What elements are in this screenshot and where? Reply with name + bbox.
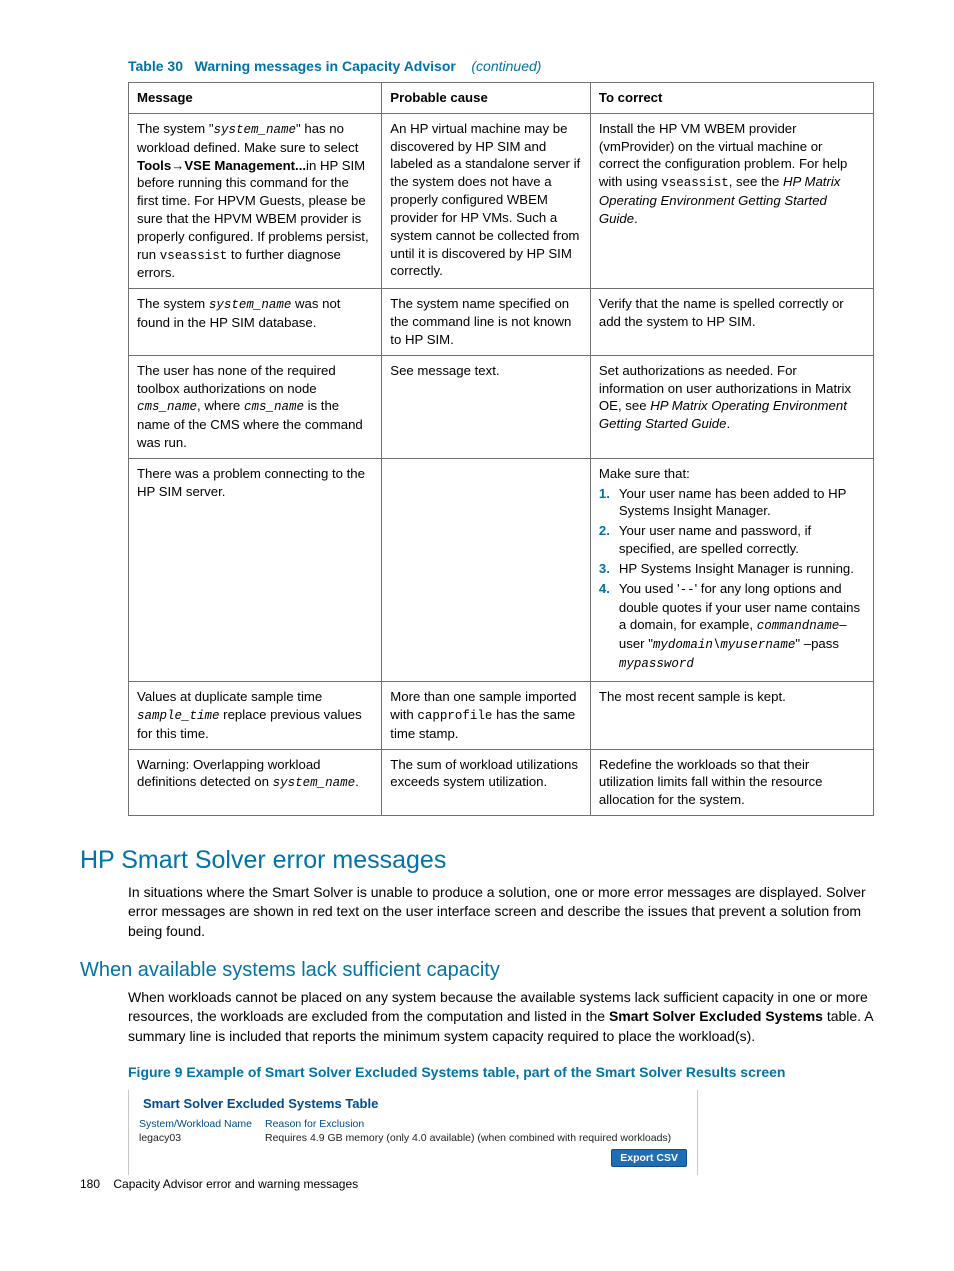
- figure-data-row: legacy03 Requires 4.9 GB memory (only 4.…: [139, 1131, 687, 1145]
- header-correct: To correct: [590, 83, 873, 114]
- table-row: The system "system_name" has no workload…: [129, 113, 874, 288]
- figure-caption: Figure 9 Example of Smart Solver Exclude…: [128, 1064, 874, 1080]
- warning-table: Message Probable cause To correct The sy…: [128, 82, 874, 816]
- cell-message: The system system_name was not found in …: [129, 289, 382, 355]
- cell-cause: The system name specified on the command…: [382, 289, 591, 355]
- cell-cause: The sum of workload utilizations exceeds…: [382, 749, 591, 815]
- cell-cause: More than one sample imported with cappr…: [382, 682, 591, 750]
- cell-cause: [382, 458, 591, 681]
- step-item: Your user name has been added to HP Syst…: [617, 485, 865, 521]
- table-header-row: Message Probable cause To correct: [129, 83, 874, 114]
- section-body: When workloads cannot be placed on any s…: [128, 988, 874, 1046]
- figure-excluded-systems: Smart Solver Excluded Systems Table Syst…: [128, 1090, 698, 1175]
- cell-fix: Verify that the name is spelled correctl…: [590, 289, 873, 355]
- cell-fix: The most recent sample is kept.: [590, 682, 873, 750]
- section-body: In situations where the Smart Solver is …: [128, 883, 874, 941]
- footer-label: Capacity Advisor error and warning messa…: [113, 1177, 358, 1191]
- subsection-heading-capacity: When available systems lack sufficient c…: [80, 959, 874, 982]
- table-row: Values at duplicate sample time sample_t…: [129, 682, 874, 750]
- cell-fix: Redefine the workloads so that their uti…: [590, 749, 873, 815]
- figure-cell-system: legacy03: [139, 1132, 265, 1144]
- cell-message: The user has none of the required toolbo…: [129, 355, 382, 458]
- cell-message: Warning: Overlapping workload definition…: [129, 749, 382, 815]
- header-cause: Probable cause: [382, 83, 591, 114]
- header-message: Message: [129, 83, 382, 114]
- figure-cell-reason: Requires 4.9 GB memory (only 4.0 availab…: [265, 1132, 687, 1144]
- table-row: Warning: Overlapping workload definition…: [129, 749, 874, 815]
- caption-prefix: Table 30: [128, 58, 183, 74]
- section-heading-smart-solver: HP Smart Solver error messages: [80, 846, 874, 875]
- figure-header-col1: System/Workload Name: [139, 1118, 265, 1130]
- cell-fix: Make sure that: Your user name has been …: [590, 458, 873, 681]
- caption-suffix: (continued): [471, 58, 541, 74]
- cell-message: The system "system_name" has no workload…: [129, 113, 382, 288]
- cell-fix: Set authorizations as needed. For inform…: [590, 355, 873, 458]
- cell-message: There was a problem connecting to the HP…: [129, 458, 382, 681]
- cell-message: Values at duplicate sample time sample_t…: [129, 682, 382, 750]
- step-item: Your user name and password, if specifie…: [617, 522, 865, 558]
- figure-header-row: System/Workload Name Reason for Exclusio…: [139, 1117, 687, 1131]
- cell-fix: Install the HP VM WBEM provider (vmProvi…: [590, 113, 873, 288]
- fix-steps: Your user name has been added to HP Syst…: [599, 485, 865, 673]
- table-row: The user has none of the required toolbo…: [129, 355, 874, 458]
- export-csv-button[interactable]: Export CSV: [611, 1149, 687, 1167]
- figure-header-col2: Reason for Exclusion: [265, 1118, 687, 1130]
- page-number: 180: [80, 1177, 100, 1191]
- table-row: There was a problem connecting to the HP…: [129, 458, 874, 681]
- step-item: HP Systems Insight Manager is running.: [617, 560, 865, 578]
- page-footer: 180 Capacity Advisor error and warning m…: [80, 1177, 358, 1191]
- figure-title: Smart Solver Excluded Systems Table: [143, 1096, 687, 1111]
- cell-cause: An HP virtual machine may be discovered …: [382, 113, 591, 288]
- caption-title: Warning messages in Capacity Advisor: [195, 58, 456, 74]
- table-caption: Table 30 Warning messages in Capacity Ad…: [128, 58, 874, 74]
- step-item: You used '--' for any long options and d…: [617, 580, 865, 673]
- cell-cause: See message text.: [382, 355, 591, 458]
- table-row: The system system_name was not found in …: [129, 289, 874, 355]
